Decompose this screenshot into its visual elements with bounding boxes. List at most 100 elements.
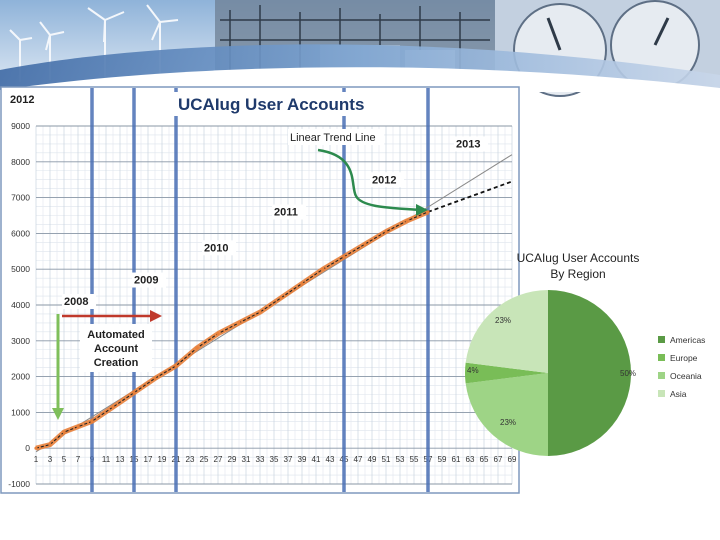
- year-label-box: [370, 172, 404, 188]
- year-markers: 2008 2009 2010 2011 2012 2013: [62, 88, 488, 492]
- x-tick-label: 53: [396, 455, 405, 464]
- x-tick-label: 33: [256, 455, 265, 464]
- x-tick-label: 1: [34, 455, 39, 464]
- x-axis-ticks: 1357911131517192123252729313335373941434…: [34, 455, 517, 464]
- pie-pct-americas: 50%: [620, 369, 636, 378]
- corner-year-label: 2012: [10, 94, 34, 106]
- x-tick-label: 41: [312, 455, 321, 464]
- chart-title: UCAIug User Accounts: [178, 95, 364, 114]
- data-point: [258, 310, 262, 314]
- data-point: [279, 296, 283, 300]
- x-tick-label: 13: [116, 455, 125, 464]
- data-point: [111, 405, 115, 409]
- data-point: [195, 346, 199, 350]
- data-point: [62, 430, 66, 434]
- year-label-box: [272, 204, 306, 220]
- x-tick-label: 43: [326, 455, 335, 464]
- data-point: [384, 230, 388, 234]
- automated-account-line3: Creation: [94, 357, 139, 369]
- major-gridlines: [36, 125, 512, 485]
- year-label-box: [202, 240, 236, 256]
- trend-line-label-box: [288, 129, 384, 145]
- pie-title-line2: By Region: [550, 267, 605, 281]
- year-label-2009: 2009: [134, 275, 158, 287]
- data-point: [174, 364, 178, 368]
- x-tick-label: 59: [438, 455, 447, 464]
- annotations: Automated Account Creation Linear Trend …: [52, 129, 428, 420]
- automated-account-line2: Account: [94, 343, 138, 355]
- pie-slice-europe: [465, 362, 548, 384]
- x-tick-label: 27: [214, 455, 223, 464]
- legend-swatch-asia: [658, 390, 665, 397]
- data-point: [426, 210, 430, 214]
- x-tick-label: 23: [186, 455, 195, 464]
- legend-swatch-americas: [658, 336, 665, 343]
- pie-pct-europe: 4%: [467, 366, 479, 375]
- x-tick-label: 65: [480, 455, 489, 464]
- x-tick-label: 63: [466, 455, 475, 464]
- legend-label-oceania: Oceania: [670, 371, 702, 381]
- x-tick-label: 29: [228, 455, 237, 464]
- region-pie-chart: UCAIug User Accounts By Region 50% 23% 4% 2…: [465, 251, 705, 456]
- x-tick-label: 67: [494, 455, 503, 464]
- y-tick-label: 3000: [11, 336, 30, 346]
- pie-legend: Americas Europe Oceania Asia: [658, 335, 705, 399]
- pie-slice-asia: [465, 290, 548, 373]
- x-tick-label: 35: [270, 455, 279, 464]
- y-tick-label: 6000: [11, 228, 30, 238]
- legend-label-europe: Europe: [670, 353, 698, 363]
- data-point: [48, 443, 52, 447]
- y-tick-label: 1000: [11, 407, 30, 417]
- x-tick-label: 3: [48, 455, 53, 464]
- y-axis-ticks: -1000 0 1000 2000 3000 4000 5000 6000 7000 8000 90…: [8, 121, 30, 489]
- x-tick-label: 69: [508, 455, 517, 464]
- x-tick-label: 11: [102, 455, 111, 464]
- pie-slice-americas: [548, 290, 631, 456]
- x-tick-label: 47: [354, 455, 363, 464]
- automated-account-box: [80, 324, 152, 372]
- data-point: [216, 332, 220, 336]
- y-tick-label: 0: [25, 443, 30, 453]
- data-point: [363, 242, 367, 246]
- green-down-arrowhead: [52, 408, 64, 420]
- year-label-2012: 2012: [372, 174, 396, 186]
- corner-year-box: [4, 90, 40, 108]
- y-tick-label: 7000: [11, 193, 30, 203]
- legend-label-asia: Asia: [670, 389, 687, 399]
- y-tick-label: 9000: [11, 121, 30, 131]
- data-point: [321, 267, 325, 271]
- pie-title-line1: UCAIug User Accounts: [517, 251, 640, 265]
- x-tick-label: 31: [242, 455, 251, 464]
- data-point: [76, 425, 80, 429]
- year-label-box: [132, 272, 166, 288]
- data-point: [90, 419, 94, 423]
- y-tick-label: 5000: [11, 264, 30, 274]
- automated-account-line1: Automated: [87, 329, 144, 341]
- y-tick-label: 8000: [11, 157, 30, 167]
- legend-swatch-oceania: [658, 372, 665, 379]
- x-tick-label: 5: [62, 455, 67, 464]
- x-tick-label: 19: [158, 455, 167, 464]
- chart-title-box: [172, 92, 350, 116]
- year-label-box: [454, 136, 488, 152]
- data-point: [405, 219, 409, 223]
- y-tick-label: 4000: [11, 300, 30, 310]
- data-point: [153, 376, 157, 380]
- data-point: [132, 391, 136, 395]
- pie-pct-asia: 23%: [500, 418, 516, 427]
- green-curve-arrowhead: [416, 204, 428, 216]
- x-tick-label: 61: [452, 455, 461, 464]
- year-label-2010: 2010: [204, 242, 228, 254]
- data-point: [300, 281, 304, 286]
- data-point: [34, 446, 38, 450]
- x-tick-label: 37: [284, 455, 293, 464]
- data-point: [342, 255, 346, 259]
- legend-label-americas: Americas: [670, 335, 705, 345]
- series-layer: [34, 209, 430, 451]
- green-curve-arrow: [317, 148, 421, 212]
- trend-line-label: Linear Trend Line: [290, 132, 376, 144]
- main-line-chart: -1000 0 1000 2000 3000 4000 5000 6000 7000 8000 90…: [0, 86, 520, 494]
- x-tick-label: 51: [382, 455, 391, 464]
- legend-swatch-europe: [658, 354, 665, 361]
